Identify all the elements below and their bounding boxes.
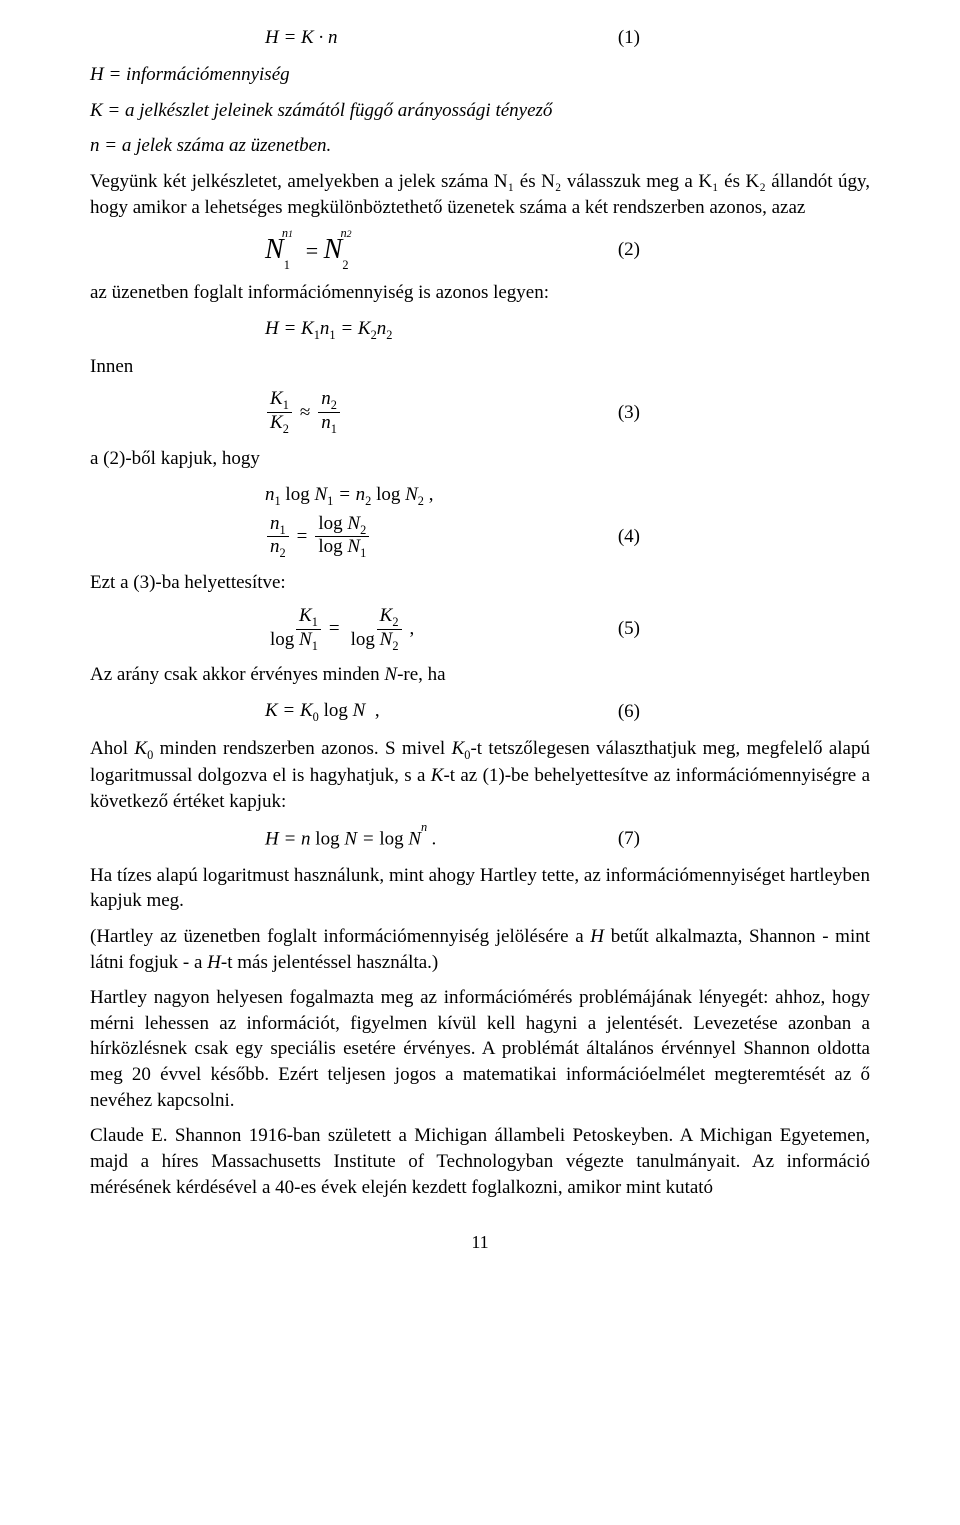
eq2-number: (2) [618, 237, 870, 263]
eq6-formula: K = K0 log N , [265, 698, 380, 725]
eq5-number: (5) [618, 616, 870, 642]
equation-4a: n1 log N1 = n2 log N2 , [90, 482, 870, 510]
equation-1: H = K · n (1) [90, 24, 870, 52]
equation-2: N1n1 = N2n2 (2) [90, 230, 870, 270]
eq2-formula: N1n1 = N2n2 [265, 231, 360, 269]
eq1-formula: H = K · n [265, 25, 337, 51]
eq3-formula: K1K2 ≈ n2n1 [265, 389, 342, 436]
paragraph-2: az üzenetben foglalt információmennyiség… [90, 280, 870, 306]
eq6-number: (6) [618, 699, 870, 725]
eq5-formula: K1log N1 = K2log N2 , [265, 606, 414, 653]
equation-5: K1log N1 = K2log N2 , (5) [90, 606, 870, 653]
paragraph-11: Claude E. Shannon 1916-ban született a M… [90, 1123, 870, 1200]
eq7-formula: H = n log N = log Nn . [265, 825, 437, 852]
eq4-formula: n1n2 = log N2log N1 [265, 514, 371, 561]
paragraph-8: Ha tízes alapú logaritmust használunk, m… [90, 863, 870, 914]
def-n: n = a jelek száma az üzenetben. [90, 133, 870, 159]
eq1-number: (1) [618, 25, 870, 51]
eq2b-formula: H = K1n1 = K2n2 [265, 316, 392, 343]
eq4-number: (4) [618, 524, 870, 550]
equation-3: K1K2 ≈ n2n1 (3) [90, 389, 870, 436]
eq4a-formula: n1 log N1 = n2 log N2 , [265, 482, 433, 509]
paragraph-1: Vegyünk két jelkészletet, amelyekben a j… [90, 169, 870, 220]
paragraph-4: a (2)-ből kapjuk, hogy [90, 446, 870, 472]
paragraph-10: Hartley nagyon helyesen fogalmazta meg a… [90, 985, 870, 1113]
equation-4: n1n2 = log N2log N1 (4) [90, 514, 870, 561]
paragraph-3: Innen [90, 354, 870, 380]
equation-6: K = K0 log N , (6) [90, 698, 870, 726]
equation-7: H = n log N = log Nn . (7) [90, 825, 870, 853]
eq7-number: (7) [618, 826, 870, 852]
eq3-number: (3) [618, 400, 870, 426]
def-H: H = információmennyiség [90, 62, 870, 88]
def-K: K = a jelkészlet jeleinek számától függő… [90, 98, 870, 124]
page-number: 11 [90, 1230, 870, 1254]
paragraph-9: (Hartley az üzenetben foglalt információ… [90, 924, 870, 975]
paragraph-5: Ezt a (3)-ba helyettesítve: [90, 570, 870, 596]
paragraph-7: Ahol K0 minden rendszerben azonos. S miv… [90, 736, 870, 815]
paragraph-6: Az arány csak akkor érvényes minden N-re… [90, 662, 870, 688]
equation-2b: H = K1n1 = K2n2 [90, 316, 870, 344]
